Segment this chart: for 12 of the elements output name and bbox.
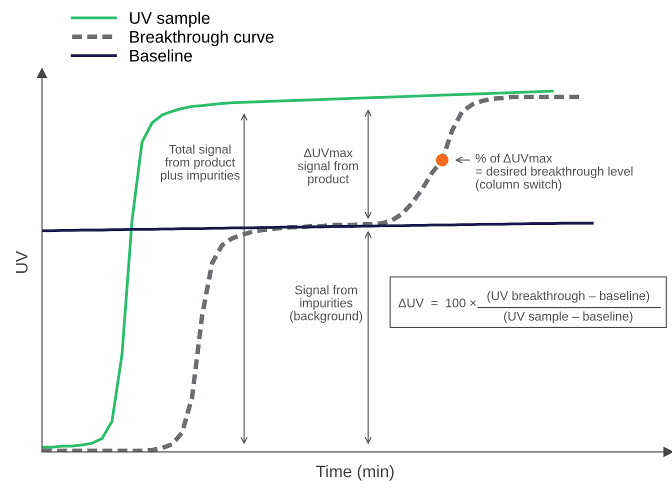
annotation: Signal from impurities (background)	[290, 285, 362, 323]
annotation: ΔUVmax signal from product	[298, 148, 358, 186]
annotation: (UV sample – baseline)	[504, 312, 632, 324]
annotation: % of ΔUVmax = desired breakthrough level (column switch)	[476, 154, 632, 192]
legend-label: Breakthrough curve	[130, 30, 274, 46]
annotation: Total signal from product plus impurities	[160, 144, 240, 182]
legend-label: Baseline	[130, 49, 192, 62]
y-axis-title: UV	[16, 251, 28, 273]
x-axis-title: Time (min)	[316, 465, 394, 481]
annotation: ΔUV = 100 ×	[398, 298, 476, 308]
annotation: (UV breakthrough – baseline)	[487, 290, 650, 303]
legend-label: UV sample	[130, 12, 210, 28]
